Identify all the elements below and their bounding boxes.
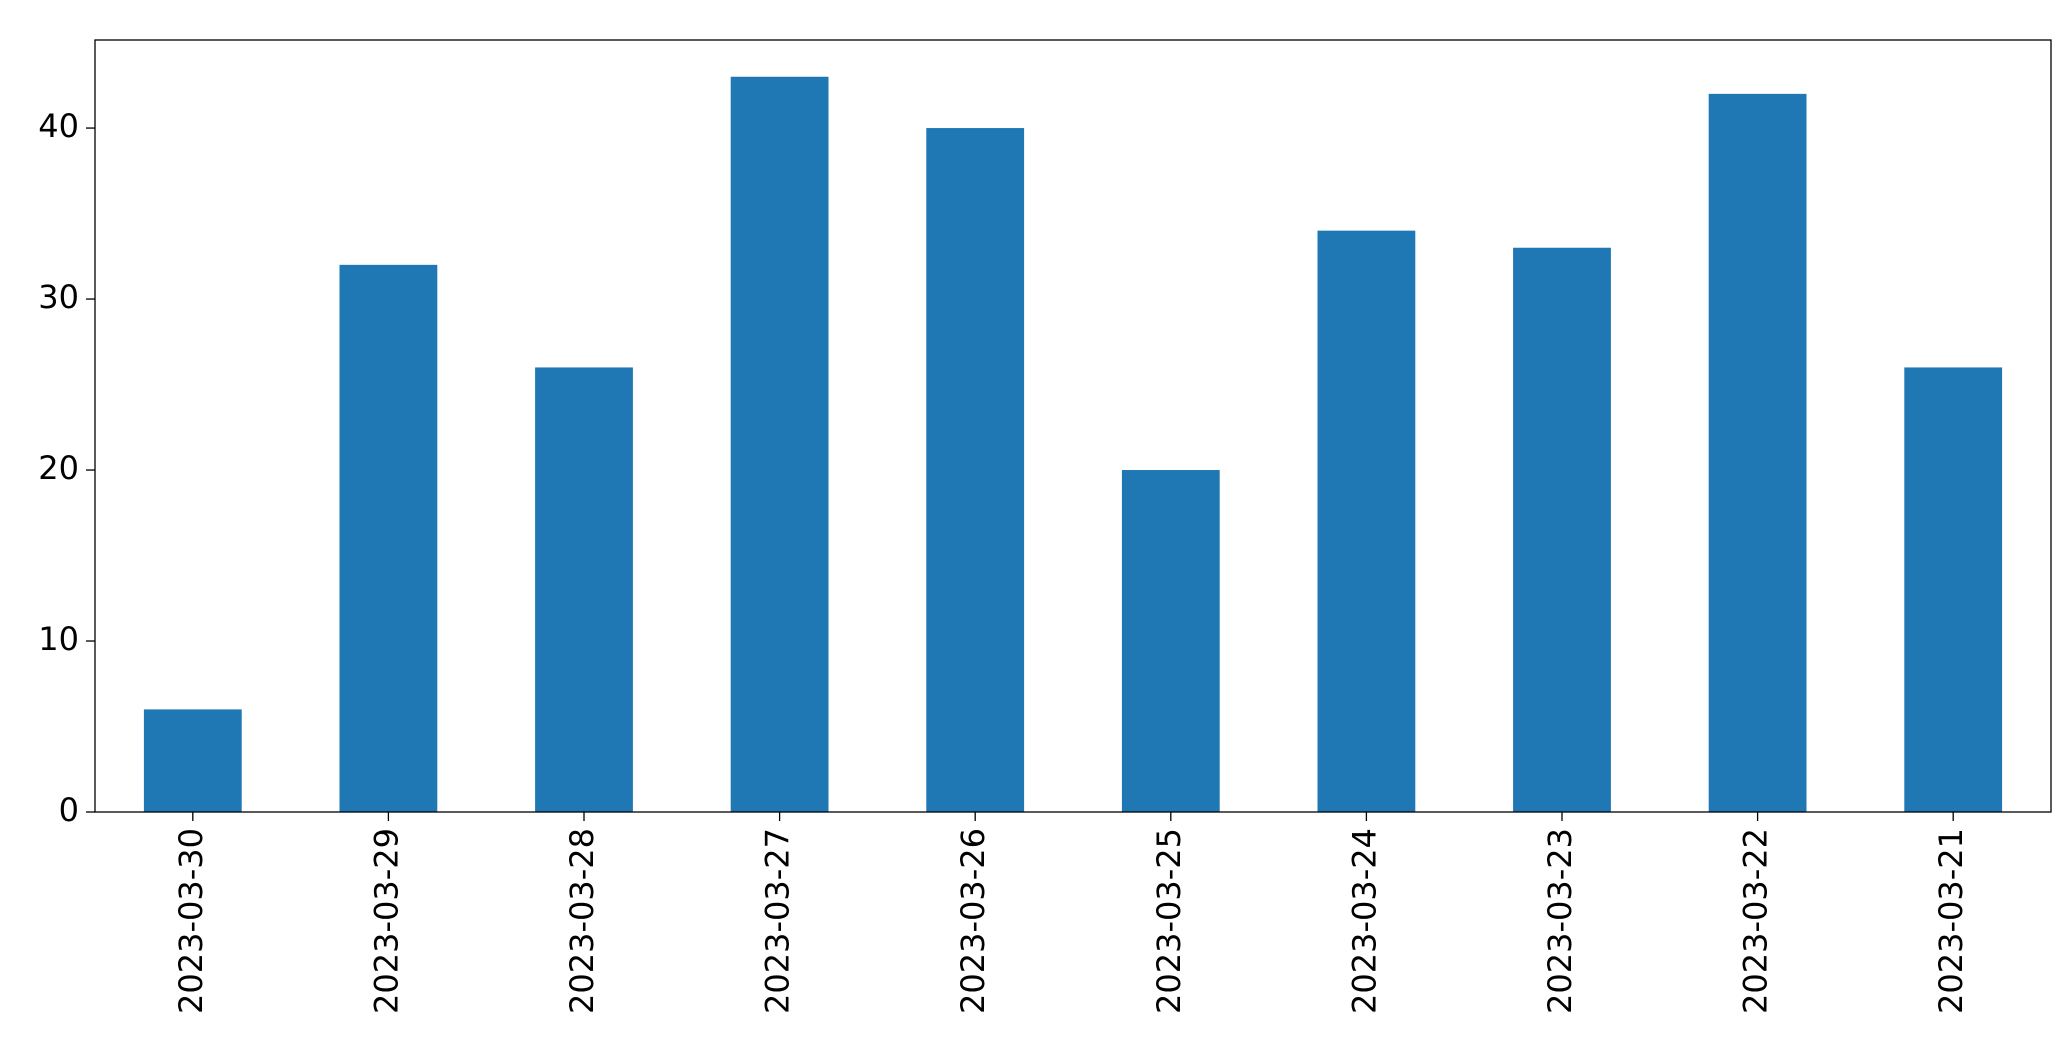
x-tick-label: 2023-03-27 [759, 828, 797, 1014]
bar [730, 76, 829, 812]
bar [339, 264, 438, 812]
bar [1513, 247, 1611, 813]
plot-frame [94, 39, 2052, 813]
x-tick-label: 2023-03-29 [367, 828, 405, 1014]
y-tick-label: 0 [59, 791, 79, 829]
x-tick-label: 2023-03-25 [1150, 828, 1188, 1014]
bar [1708, 93, 1807, 812]
y-tick-label: 10 [38, 620, 79, 658]
bar [143, 709, 242, 812]
bar [535, 367, 633, 812]
y-tick-label: 20 [38, 449, 79, 487]
y-tick-label: 40 [38, 107, 79, 145]
x-tick-label: 2023-03-22 [1737, 828, 1775, 1014]
bar [1317, 230, 1416, 813]
x-tick-label: 2023-03-23 [1541, 828, 1579, 1014]
x-tick-label: 2023-03-24 [1345, 828, 1383, 1014]
bar [1904, 367, 2003, 812]
y-tick-label: 30 [38, 278, 79, 316]
x-tick-label: 2023-03-30 [172, 828, 210, 1014]
x-tick-label: 2023-03-21 [1932, 828, 1970, 1014]
x-tick-label: 2023-03-26 [954, 828, 992, 1014]
bar [926, 128, 1025, 812]
bar [1121, 470, 1220, 812]
x-tick-label: 2023-03-28 [563, 828, 601, 1014]
